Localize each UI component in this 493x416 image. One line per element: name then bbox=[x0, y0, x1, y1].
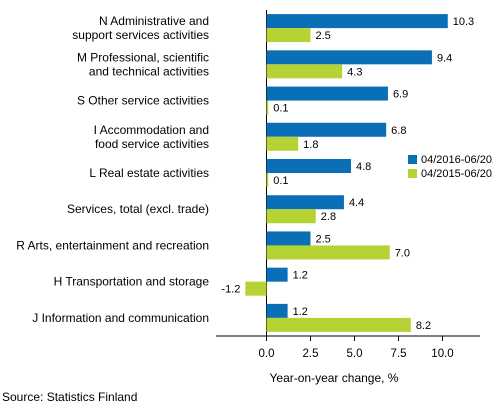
bar bbox=[266, 317, 411, 332]
category-label: M Professional, scientific bbox=[77, 50, 209, 64]
category-label: support services activities bbox=[72, 28, 209, 42]
bar bbox=[266, 159, 351, 173]
bar bbox=[266, 50, 432, 65]
data-label: 0.1 bbox=[273, 175, 288, 187]
bar bbox=[266, 173, 269, 187]
bar bbox=[266, 231, 311, 246]
category-label: N Administrative and bbox=[99, 14, 209, 28]
data-label: 4.4 bbox=[349, 197, 364, 209]
data-label: 6.9 bbox=[393, 89, 408, 101]
source-note: Source: Statistics Finland bbox=[2, 390, 138, 404]
data-label: 8.2 bbox=[416, 320, 431, 332]
category-label: I Accommodation and bbox=[94, 123, 209, 137]
category-label: J Information and communication bbox=[32, 311, 209, 325]
bar bbox=[266, 86, 388, 101]
bar bbox=[266, 245, 390, 260]
x-tick-label: 0.0 bbox=[259, 348, 275, 360]
category-label: R Arts, entertainment and recreation bbox=[16, 238, 209, 252]
bar bbox=[266, 136, 299, 151]
x-tick-label: 7.5 bbox=[391, 348, 407, 360]
category-label: and technical activities bbox=[89, 64, 209, 78]
x-tick-label: 5.0 bbox=[347, 348, 363, 360]
bar bbox=[266, 209, 316, 224]
bar bbox=[266, 64, 343, 79]
bar bbox=[266, 28, 311, 43]
data-label: 0.1 bbox=[273, 103, 288, 115]
bar bbox=[245, 281, 267, 296]
legend-label: 04/2015-06/2015 bbox=[421, 168, 493, 180]
category-label: L Real estate activities bbox=[89, 166, 209, 180]
bar bbox=[266, 14, 448, 29]
data-label: 10.3 bbox=[453, 16, 474, 28]
category-label: S Other service activities bbox=[77, 94, 209, 108]
legend-swatch bbox=[408, 169, 417, 178]
bar bbox=[266, 303, 288, 318]
bar bbox=[266, 122, 387, 137]
data-label: 4.8 bbox=[356, 161, 371, 173]
data-label: 7.0 bbox=[395, 247, 410, 259]
x-tick-label: 2.5 bbox=[303, 348, 319, 360]
data-label: 1.2 bbox=[293, 306, 308, 318]
legend-label: 04/2016-06/2016 bbox=[421, 154, 493, 166]
data-label: 2.5 bbox=[316, 30, 331, 42]
data-label: 4.3 bbox=[347, 66, 362, 78]
x-tick-label: 10.0 bbox=[431, 348, 453, 360]
bar bbox=[266, 100, 269, 115]
category-label: Services, total (excl. trade) bbox=[67, 202, 209, 216]
legend-swatch bbox=[408, 155, 417, 164]
category-label: H Transportation and storage bbox=[54, 275, 210, 289]
x-axis-title: Year-on-year change, % bbox=[270, 371, 399, 385]
data-label: 2.8 bbox=[321, 211, 336, 223]
data-label: 9.4 bbox=[437, 52, 452, 64]
data-label: 1.8 bbox=[303, 139, 318, 151]
data-label: -1.2 bbox=[221, 284, 240, 296]
bar bbox=[266, 267, 288, 282]
category-label: food service activities bbox=[95, 137, 209, 151]
data-label: 1.2 bbox=[293, 270, 308, 282]
data-label: 2.5 bbox=[316, 233, 331, 245]
data-label: 6.8 bbox=[391, 125, 406, 137]
bar bbox=[266, 195, 344, 210]
